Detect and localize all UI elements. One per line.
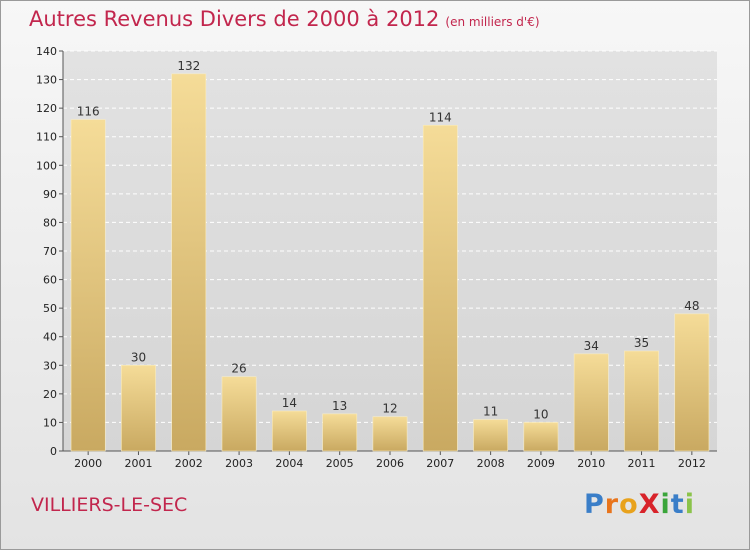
y-tick-label: 70 [43,245,57,258]
x-tick-label: 2005 [326,457,354,470]
x-tick-label: 2007 [426,457,454,470]
bar-2006 [372,416,408,452]
bar-2008 [473,419,509,452]
proxiti-logo: ProXiti [584,489,695,520]
bar-value-label: 30 [131,350,146,364]
x-tick-label: 2003 [225,457,253,470]
y-tick-label: 100 [36,159,57,172]
chart-title: Autres Revenus Divers de 2000 à 2012 (en … [29,7,540,31]
logo-letter: X [638,489,661,520]
bar-value-label: 11 [483,405,498,419]
y-tick-label: 30 [43,359,57,372]
bar-value-label: 12 [382,402,397,416]
x-tick-label: 2012 [678,457,706,470]
bar-value-label: 34 [584,339,599,353]
y-tick-label: 0 [50,445,57,458]
y-tick-label: 80 [43,216,57,229]
y-tick-label: 90 [43,188,57,201]
x-tick-label: 2002 [175,457,203,470]
bar-value-label: 132 [177,59,200,73]
bar-2009 [523,422,559,452]
x-tick-label: 2000 [74,457,102,470]
bar-value-label: 14 [282,396,297,410]
bar-2005 [322,413,358,452]
x-tick-label: 2001 [124,457,152,470]
bar-2002 [171,73,207,452]
y-tick-label: 60 [43,274,57,287]
x-tick-label: 2009 [527,457,555,470]
y-tick-label: 50 [43,302,57,315]
bar-value-label: 10 [533,407,548,421]
commune-name: VILLIERS-LE-SEC [31,494,188,516]
logo-letter: r [604,489,620,520]
bar-2012 [674,313,710,452]
x-tick-label: 2011 [628,457,656,470]
logo-letter: i [684,489,695,520]
bar-2007 [422,124,458,452]
x-tick-label: 2010 [577,457,605,470]
y-tick-label: 20 [43,388,57,401]
bar-2004 [271,410,307,452]
y-tick-label: 140 [36,45,57,58]
bar-value-label: 116 [77,105,100,119]
bar-value-label: 13 [332,399,347,413]
x-tick-label: 2004 [275,457,303,470]
y-tick-label: 40 [43,331,57,344]
bar-2003 [221,376,257,452]
x-tick-label: 2006 [376,457,404,470]
y-tick-label: 130 [36,74,57,87]
bar-2001 [121,364,156,452]
bar-2010 [573,353,609,452]
bar-value-label: 26 [231,362,246,376]
logo-letter: t [670,489,685,520]
bar-2011 [624,350,659,452]
logo-letter: o [619,489,639,520]
bar-value-label: 35 [634,336,649,350]
y-tick-label: 10 [43,416,57,429]
logo-letter: P [584,489,605,520]
y-tick-label: 120 [36,102,57,115]
x-tick-label: 2008 [477,457,505,470]
bar-2000 [70,119,106,452]
chart-title-text: Autres Revenus Divers de 2000 à 2012 [29,7,440,31]
bar-value-label: 48 [684,299,699,313]
y-tick-label: 110 [36,131,57,144]
chart-subtitle: (en milliers d'€) [445,15,540,29]
bar-value-label: 114 [429,110,452,124]
logo-letter: i [660,489,671,520]
